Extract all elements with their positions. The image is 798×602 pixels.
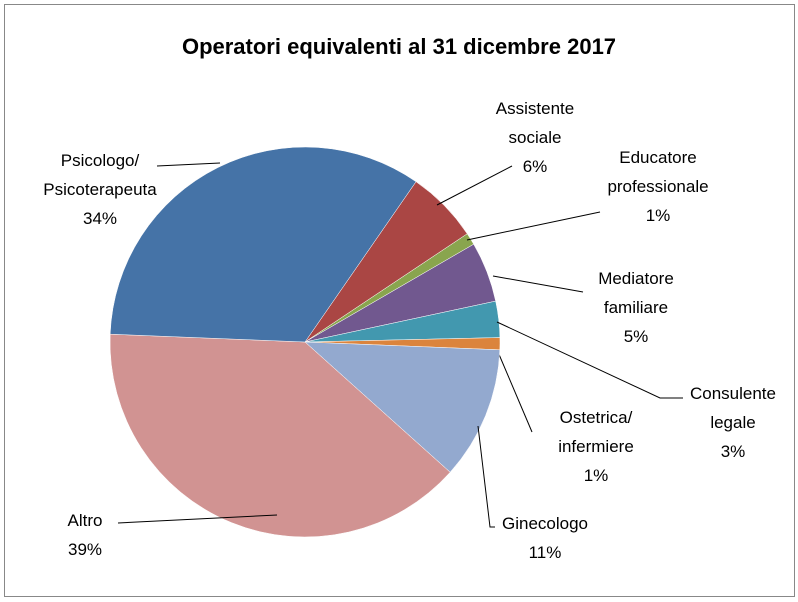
data-label: Assistente sociale 6% (480, 94, 590, 181)
category-label: Consulente legale (689, 384, 776, 432)
category-label: Altro (67, 511, 103, 530)
value-label: 34% (82, 209, 118, 228)
value-label: 1% (645, 206, 671, 225)
leader-line (117, 514, 278, 524)
pie-slice (109, 146, 417, 343)
data-label: Ostetrica/ infermiere 1% (541, 403, 651, 490)
category-label: Ginecologo (501, 514, 588, 533)
pie-slice (304, 341, 501, 473)
data-label: Educatore professionale 1% (588, 143, 728, 230)
leader-line (466, 211, 601, 241)
data-label: Mediatore familiare 5% (581, 264, 691, 351)
leader-line (497, 351, 533, 433)
data-label: Ginecologo 11% (485, 509, 605, 567)
value-label: 39% (67, 540, 103, 559)
leader-line (492, 275, 584, 293)
category-label: Assistente sociale (495, 99, 575, 147)
data-label: Altro 39% (50, 506, 120, 564)
value-label: 1% (583, 466, 609, 485)
value-label: 11% (528, 543, 562, 562)
leader-line (156, 162, 221, 167)
pie-slice (109, 333, 451, 538)
leader-line (496, 321, 683, 399)
leader-line (477, 425, 495, 528)
data-label: Psicologo/ Psicoterapeuta 34% (30, 146, 170, 233)
data-label: Consulente legale 3% (678, 379, 788, 466)
category-label: Psicologo/ Psicoterapeuta (43, 151, 157, 199)
leader-line (436, 165, 513, 206)
value-label: 5% (623, 327, 649, 346)
category-label: Educatore professionale (607, 148, 709, 196)
category-label: Ostetrica/ infermiere (558, 408, 634, 456)
category-label: Mediatore familiare (598, 269, 674, 317)
chart-title: Operatori equivalenti al 31 dicembre 201… (181, 34, 617, 59)
value-label: 3% (720, 442, 746, 461)
value-label: 6% (522, 157, 548, 176)
